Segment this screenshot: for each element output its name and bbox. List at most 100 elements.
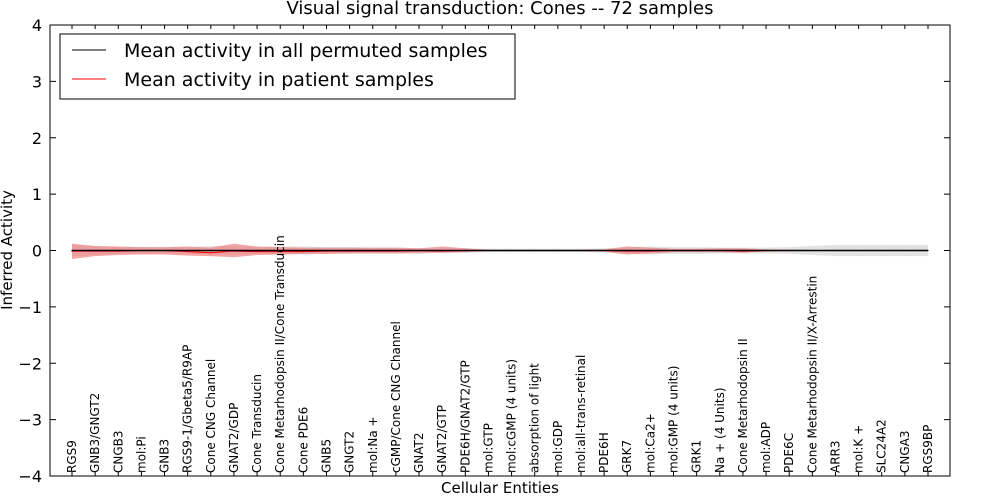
band-patient	[72, 243, 928, 259]
x-tick-label: Cone CNG Channel	[204, 359, 218, 473]
y-tick-label: 0	[32, 242, 42, 261]
x-tick-label: Cone Metarhodopsin II/Cone Transducin	[273, 235, 287, 473]
point-permuted	[395, 249, 397, 252]
point-permuted	[626, 249, 628, 252]
point-permuted	[788, 249, 790, 252]
point-permuted	[256, 249, 258, 252]
x-tick-label: GNAT2	[412, 432, 426, 473]
point-permuted	[672, 249, 675, 252]
x-tick-label: RGS9	[65, 440, 79, 473]
point-permuted	[210, 249, 212, 252]
x-tick-label: CNGB3	[111, 430, 125, 473]
point-permuted	[279, 249, 281, 252]
point-permuted	[464, 249, 466, 252]
point-permuted	[534, 249, 536, 252]
point-permuted	[603, 249, 605, 252]
x-tick-label: mol:all-trans-retinal	[574, 355, 588, 473]
legend-label-patient: Mean activity in patient samples	[124, 69, 434, 91]
x-tick-label: ARR3	[828, 440, 842, 473]
legend-box	[59, 33, 516, 100]
point-permuted	[881, 249, 883, 252]
x-tick-label: Cone PDE6	[296, 407, 310, 473]
x-tick-label: RGS9-1/Gbeta5/R9AP	[181, 345, 195, 473]
point-patient	[279, 251, 281, 253]
point-permuted	[487, 249, 490, 252]
x-tick-label: GNB3/GNGT2	[88, 393, 102, 473]
x-tick-label: mol:Ca2+	[643, 413, 657, 473]
point-permuted	[927, 249, 929, 252]
point-permuted	[649, 249, 651, 252]
point-permuted	[557, 249, 559, 252]
point-permuted	[418, 249, 420, 252]
y-tick-label: −2	[18, 354, 42, 373]
point-permuted	[325, 249, 328, 252]
point-patient	[302, 251, 304, 253]
point-permuted	[857, 249, 860, 252]
point-patient	[210, 252, 212, 254]
confidence-bands	[72, 243, 928, 259]
y-tick-label: 1	[32, 185, 42, 204]
y-tick-label: 2	[32, 129, 42, 148]
x-tick-label: PDE6C	[782, 433, 796, 473]
x-tick-label: RGS9BP	[921, 425, 935, 473]
point-permuted	[696, 249, 698, 252]
x-tick-label: CNGA3	[898, 431, 912, 474]
x-tick-label: Cone Transducin	[250, 374, 264, 473]
point-permuted	[349, 249, 351, 252]
point-permuted	[187, 249, 189, 252]
x-tick-label: mol:Pi	[134, 436, 148, 473]
point-permuted	[71, 249, 73, 252]
x-tick-label: mol:ADP	[759, 422, 773, 473]
y-axis: −4 −3 −2 −1 0 1 2 3 4	[18, 16, 950, 486]
point-permuted	[302, 249, 304, 252]
y-tick-label: −1	[18, 298, 42, 317]
point-permuted	[742, 249, 744, 252]
x-tick-label: Na + (4 Units)	[713, 387, 727, 473]
point-permuted	[580, 249, 582, 252]
point-permuted	[117, 249, 119, 252]
x-axis: RGS9 GNB3/GNGT2 CNGB3 mol:Pi GNB3 RGS9-1/Gbet…	[65, 25, 935, 476]
x-tick-label: mol:GDP	[551, 421, 565, 473]
point-permuted	[140, 249, 143, 252]
x-tick-label: mol:cGMP (4 units)	[505, 359, 519, 473]
x-tick-label: mol:GMP (4 units)	[667, 366, 681, 473]
x-tick-label: cGMP/Cone CNG Channel	[389, 321, 403, 473]
point-permuted	[765, 249, 767, 252]
x-tick-label: mol:K +	[852, 425, 866, 473]
y-axis-label: Inferred Activity	[0, 190, 16, 310]
x-tick-label: GNB3	[158, 439, 172, 473]
point-permuted	[904, 249, 906, 252]
point-permuted	[441, 249, 443, 252]
point-permuted	[510, 249, 513, 252]
point-permuted	[719, 249, 721, 252]
y-tick-label: −3	[18, 411, 42, 430]
x-tick-label: GNGT2	[343, 431, 357, 473]
point-permuted	[94, 249, 96, 252]
x-tick-label: GNAT2/GDP	[227, 403, 241, 473]
y-tick-label: 4	[32, 16, 42, 35]
legend-label-permuted: Mean activity in all permuted samples	[124, 40, 487, 62]
x-tick-label: SLC24A2	[875, 419, 889, 473]
y-tick-label: 3	[32, 72, 42, 91]
y-tick-label: −4	[18, 467, 42, 486]
x-tick-label: GNAT2/GTP	[435, 405, 449, 473]
point-permuted	[233, 249, 235, 252]
point-permuted	[811, 249, 813, 252]
point-patient	[256, 251, 258, 253]
x-tick-label: PDE6H	[597, 432, 611, 473]
point-permuted	[372, 249, 374, 252]
point-patient	[187, 251, 189, 253]
x-tick-label: mol:Na +	[366, 416, 380, 473]
x-tick-label: mol:GTP	[481, 423, 495, 473]
x-axis-label: Cellular Entities	[441, 479, 559, 497]
x-tick-label: GRK1	[690, 440, 704, 473]
chart-title: Visual signal transduction: Cones -- 72 …	[286, 0, 713, 19]
x-tick-label: Cone Metarhodopsin II	[736, 338, 750, 473]
point-permuted	[163, 249, 166, 252]
x-tick-label: PDE6H/GNAT2/GTP	[458, 360, 472, 473]
legend: Mean activity in all permuted samples Me…	[59, 33, 516, 100]
x-tick-label: absorption of light	[528, 363, 542, 473]
point-permuted	[834, 249, 837, 252]
series-lines	[71, 249, 929, 254]
